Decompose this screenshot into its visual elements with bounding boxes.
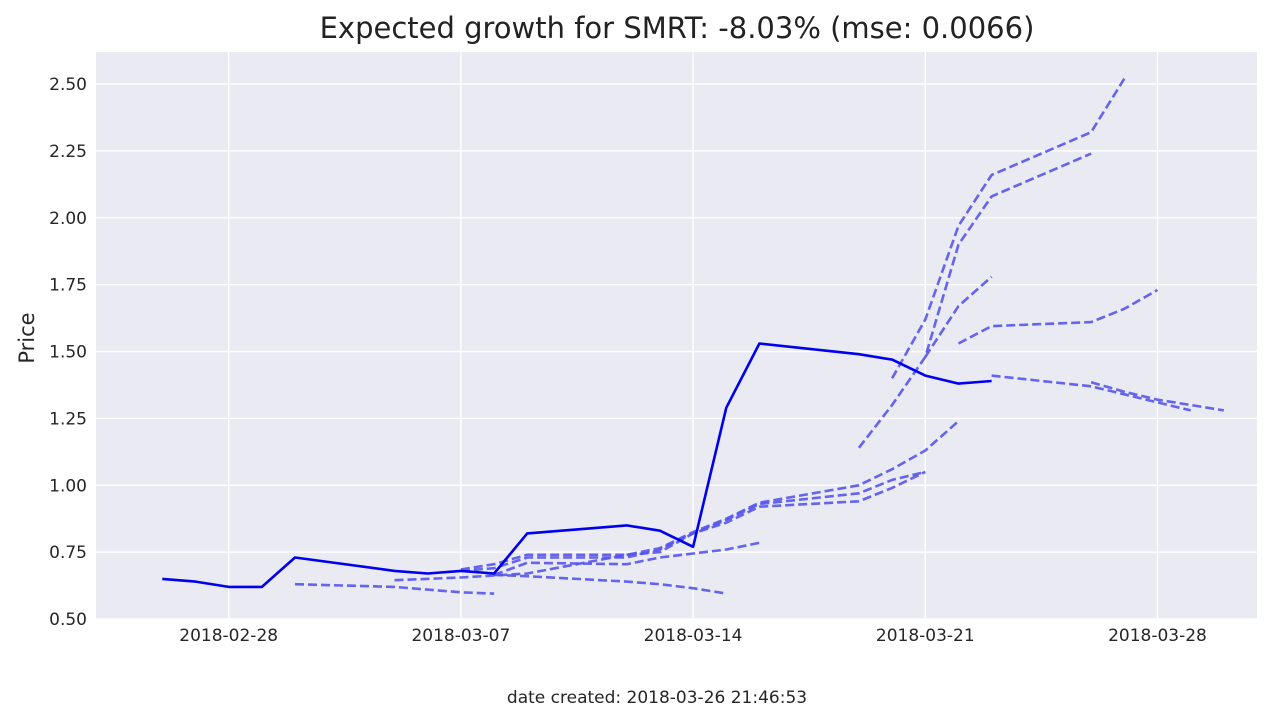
forecast-line — [493, 541, 760, 577]
y-tick-label: 1.75 — [49, 276, 87, 296]
y-tick-label: 0.75 — [49, 543, 87, 563]
y-tick-label: 2.00 — [49, 209, 87, 229]
forecast-line — [857, 152, 1092, 449]
y-axis-label: Price — [15, 312, 39, 363]
x-tick-label: 2018-03-28 — [1108, 626, 1207, 646]
forecast-line — [890, 78, 1126, 379]
y-tick-label: 2.50 — [49, 75, 87, 95]
y-axis-ticks: 0.50 0.75 1.00 1.25 1.50 1.75 2.00 2.25 2.50 — [49, 75, 87, 630]
x-tick-label: 2018-03-07 — [411, 626, 510, 646]
actual-price-line — [162, 342, 992, 589]
x-tick-label: 2018-03-14 — [644, 626, 743, 646]
y-tick-label: 0.50 — [49, 610, 87, 630]
x-tick-label: 2018-02-28 — [179, 626, 278, 646]
forecast-line — [460, 420, 960, 571]
plot-area — [96, 52, 1257, 619]
y-tick-label: 1.50 — [49, 343, 87, 363]
y-tick-label: 1.25 — [49, 409, 87, 429]
forecast-line — [991, 374, 1192, 412]
x-axis-ticks: 2018-02-28 2018-03-07 2018-03-14 2018-03-21… — [179, 626, 1207, 646]
forecast-line — [957, 288, 1159, 345]
chart-title: Expected growth for SMRT: -8.03% (mse: 0… — [320, 11, 1035, 45]
x-tick-label: 2018-03-21 — [876, 626, 975, 646]
forecast-line — [494, 573, 727, 595]
y-tick-label: 2.25 — [49, 142, 87, 162]
forecast-line — [924, 275, 993, 358]
gridlines — [96, 52, 1257, 620]
y-tick-label: 1.00 — [49, 476, 87, 496]
date-created-caption: date created: 2018-03-26 21:46:53 — [507, 688, 807, 708]
forecast-line — [1090, 381, 1225, 412]
series-layer — [162, 78, 1225, 595]
forecast-line — [294, 582, 495, 595]
